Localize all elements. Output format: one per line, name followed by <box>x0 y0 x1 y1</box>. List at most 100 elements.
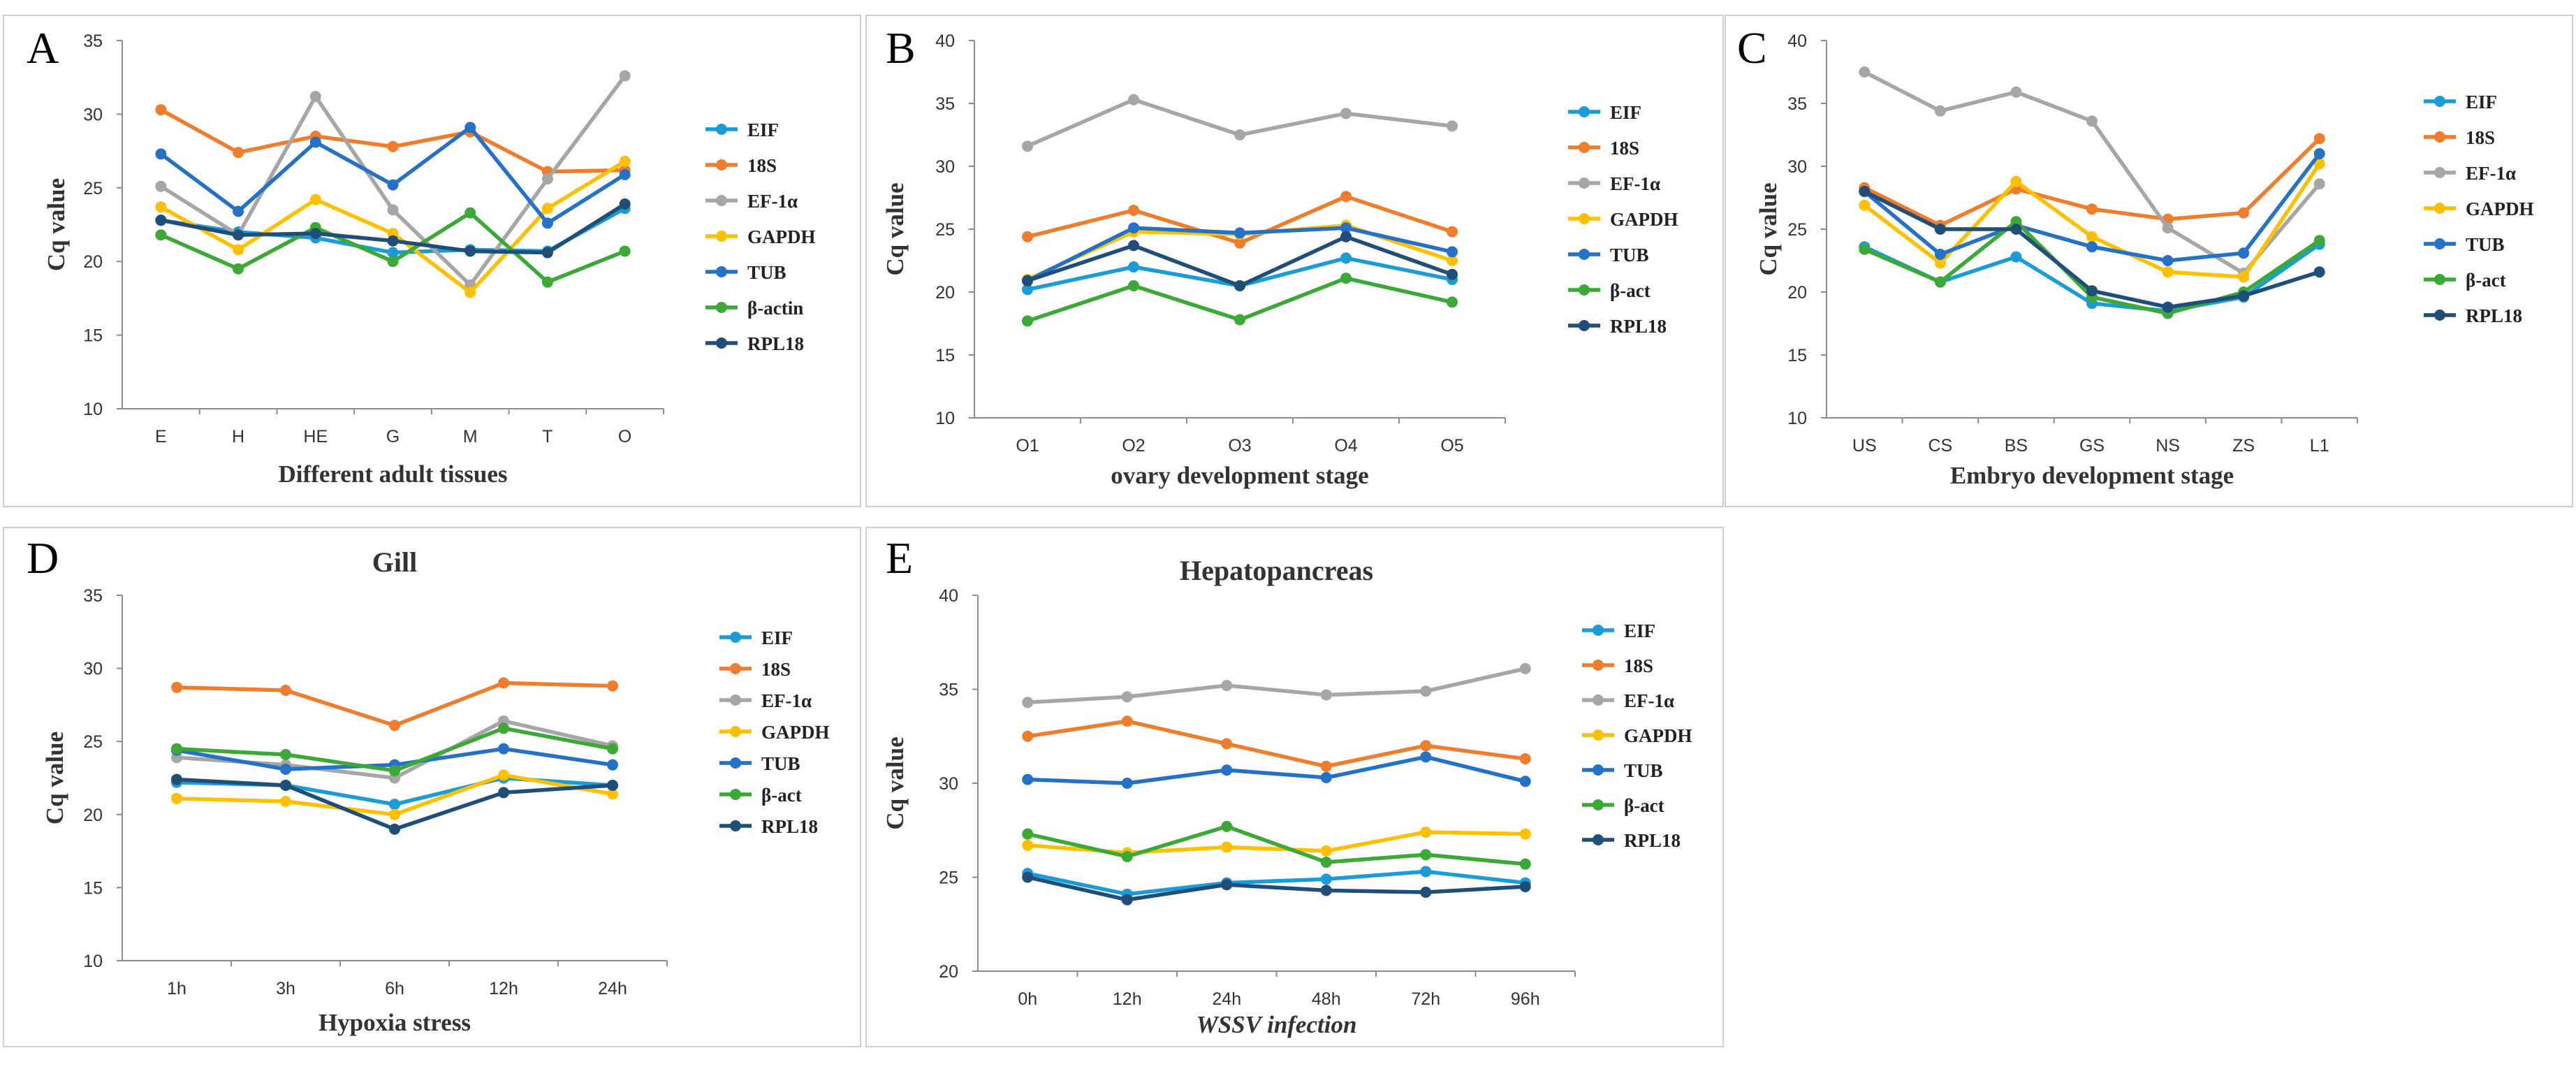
series-ef-1- <box>1022 662 1531 708</box>
data-point <box>1234 227 1245 239</box>
data-point <box>2313 158 2325 170</box>
y-tick-label: 35 <box>935 94 955 114</box>
x-tick-label: O2 <box>1122 436 1145 456</box>
x-tick-label: HE <box>303 427 328 446</box>
data-point <box>2238 247 2250 259</box>
legend-label: EF-1α <box>761 690 812 711</box>
legend-entry: 18S <box>705 155 777 176</box>
legend-entry: EIF <box>705 119 779 140</box>
data-point <box>233 147 244 159</box>
data-point <box>1320 771 1332 783</box>
legend-label: GAPDH <box>1610 209 1678 230</box>
data-point <box>2086 285 2098 297</box>
data-point <box>155 229 167 241</box>
series--act <box>1022 272 1458 327</box>
data-point <box>387 140 399 152</box>
legend-label: RPL18 <box>761 816 818 837</box>
series-18s <box>171 677 618 732</box>
legend-label: EIF <box>1624 620 1655 641</box>
data-point <box>498 743 509 755</box>
legend-marker <box>1593 834 1604 845</box>
data-point <box>1128 94 1139 106</box>
data-point <box>233 244 244 256</box>
y-tick-label: 30 <box>939 774 958 794</box>
y-tick-label: 15 <box>83 326 103 346</box>
data-point <box>309 194 321 205</box>
y-axis-title: Cq value <box>881 182 909 275</box>
x-tick-label: GS <box>2079 436 2105 456</box>
data-point <box>2238 290 2250 302</box>
y-tick-label: 10 <box>935 409 955 428</box>
data-point <box>1934 257 1946 269</box>
legend-entry: TUB <box>2424 234 2505 255</box>
y-tick-label: 20 <box>939 962 958 982</box>
legend-label: 18S <box>1610 138 1639 159</box>
legend-label: β-act <box>2466 270 2506 291</box>
data-point <box>1234 129 1245 140</box>
legend-marker <box>716 159 727 170</box>
data-point <box>280 749 291 761</box>
y-tick-label: 40 <box>935 31 955 51</box>
y-tick-label: 40 <box>1787 31 1807 51</box>
legend-label: β-act <box>1610 280 1651 301</box>
legend-label: TUB <box>747 262 786 283</box>
legend-entry: EIF <box>1582 620 1655 641</box>
legend-marker <box>716 124 727 135</box>
data-point <box>1340 231 1352 242</box>
legend-label: β-actin <box>747 298 803 319</box>
data-point <box>309 136 321 148</box>
data-point <box>309 91 321 103</box>
y-tick-label: 35 <box>939 681 958 700</box>
data-point <box>1340 252 1352 264</box>
legend-marker <box>1579 142 1590 153</box>
y-axis-title: Cq value <box>881 736 909 829</box>
x-axis-title: Embryo development stage <box>1950 462 2234 489</box>
data-point <box>1221 738 1233 750</box>
y-tick-label: 15 <box>83 878 103 898</box>
x-tick-label: E <box>155 427 167 446</box>
legend-label: EIF <box>761 627 793 648</box>
data-point <box>389 823 400 835</box>
data-point <box>1519 662 1531 674</box>
legend-marker <box>716 337 727 349</box>
legend-label: β-act <box>761 785 802 806</box>
legend-entry: β-act <box>719 785 802 806</box>
data-point <box>1121 715 1133 727</box>
data-point <box>2010 175 2022 187</box>
x-tick-label: 12h <box>489 979 518 998</box>
data-point <box>2313 148 2325 159</box>
data-point <box>2162 301 2174 313</box>
legend-marker <box>1579 213 1590 224</box>
legend-entry: GAPDH <box>2424 198 2534 219</box>
data-point <box>1022 773 1034 785</box>
data-point <box>464 207 476 219</box>
data-point <box>1221 841 1233 853</box>
panel-frame <box>865 527 1724 1047</box>
data-point <box>1420 887 1432 899</box>
legend-marker <box>716 195 727 206</box>
legend-marker <box>1593 695 1604 706</box>
legend-marker <box>2434 131 2445 143</box>
data-point <box>155 148 167 160</box>
series-rpl18 <box>1022 871 1531 906</box>
data-point <box>619 70 631 82</box>
y-tick-label: 25 <box>83 179 103 198</box>
x-tick-label: 24h <box>1212 989 1241 1009</box>
x-tick-label: US <box>1852 436 1877 456</box>
series-gapdh <box>1859 158 2325 283</box>
data-point <box>464 122 476 133</box>
data-point <box>389 799 400 810</box>
data-point <box>2010 86 2022 98</box>
legend-entry: EF-1α <box>1582 690 1674 711</box>
data-point <box>1447 226 1458 238</box>
data-point <box>2086 203 2098 215</box>
legend-label: GAPDH <box>1624 725 1692 746</box>
legend-marker <box>1593 799 1604 810</box>
data-point <box>464 245 476 257</box>
legend-entry: EIF <box>2424 92 2497 112</box>
x-tick-label: O4 <box>1334 436 1357 456</box>
data-point <box>387 247 399 259</box>
data-point <box>1519 828 1531 840</box>
data-point <box>387 179 399 191</box>
legend-marker <box>1579 177 1590 189</box>
